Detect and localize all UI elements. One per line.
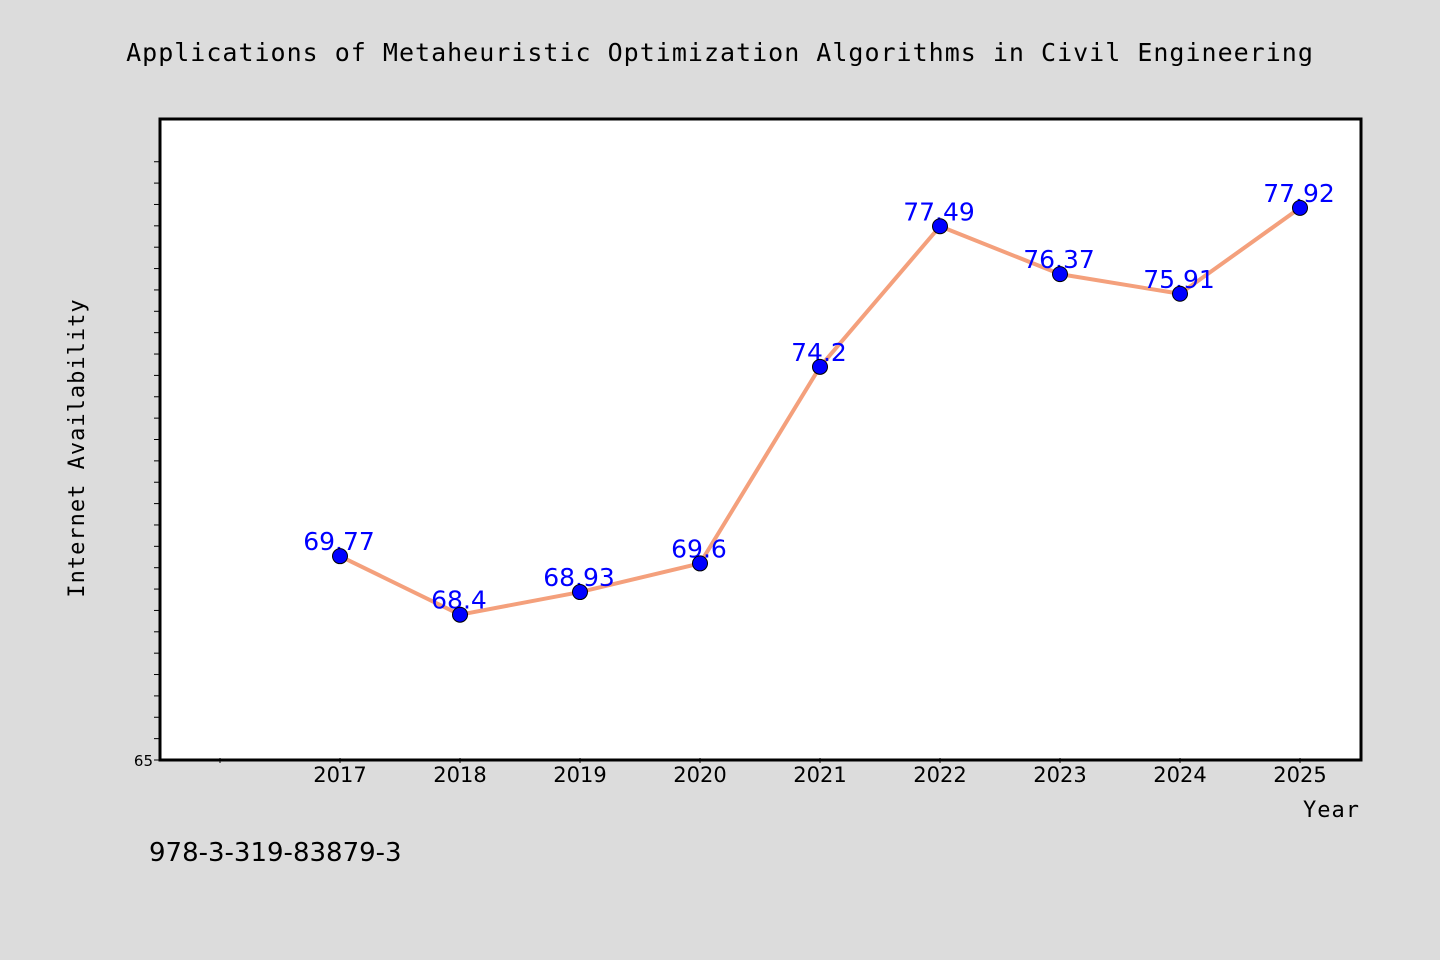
axis-ticks: 2017 2018 2019 2020 2021 2022 2023 2024 2025 65	[134, 161, 1327, 787]
data-point-marker	[452, 606, 468, 623]
y-tick-label: 65	[134, 752, 153, 770]
data-point-marker	[332, 548, 348, 565]
x-tick-label: 2025	[1273, 763, 1326, 787]
x-tick-label: 2018	[433, 763, 486, 787]
chart-title: Applications of Metaheuristic Optimizati…	[126, 38, 1314, 67]
x-tick-label: 2017	[313, 763, 366, 787]
data-label-layer: 69.7768.468.9369.674.277.4976.3775.9177.…	[303, 179, 1335, 615]
x-tick-label: 2021	[793, 763, 846, 787]
data-point-marker	[572, 584, 588, 601]
data-point-marker	[1292, 199, 1308, 216]
x-tick-label: 2022	[913, 763, 966, 787]
plot-area	[158, 117, 1363, 762]
series-marker-layer	[332, 199, 1308, 623]
data-point-marker	[692, 555, 708, 572]
x-tick-label: 2023	[1033, 763, 1086, 787]
x-axis-label: Year	[1303, 798, 1360, 823]
x-tick-label: 2024	[1153, 763, 1206, 787]
x-tick-label: 2020	[673, 763, 726, 787]
footer-isbn: 978-3-319-83879-3	[149, 838, 402, 868]
data-point-marker	[812, 358, 828, 375]
data-point-marker	[932, 218, 948, 235]
data-point-marker	[1052, 266, 1068, 283]
data-point-marker	[1172, 285, 1188, 302]
y-axis-label: Internet Availability	[65, 298, 90, 597]
x-tick-label: 2019	[553, 763, 606, 787]
